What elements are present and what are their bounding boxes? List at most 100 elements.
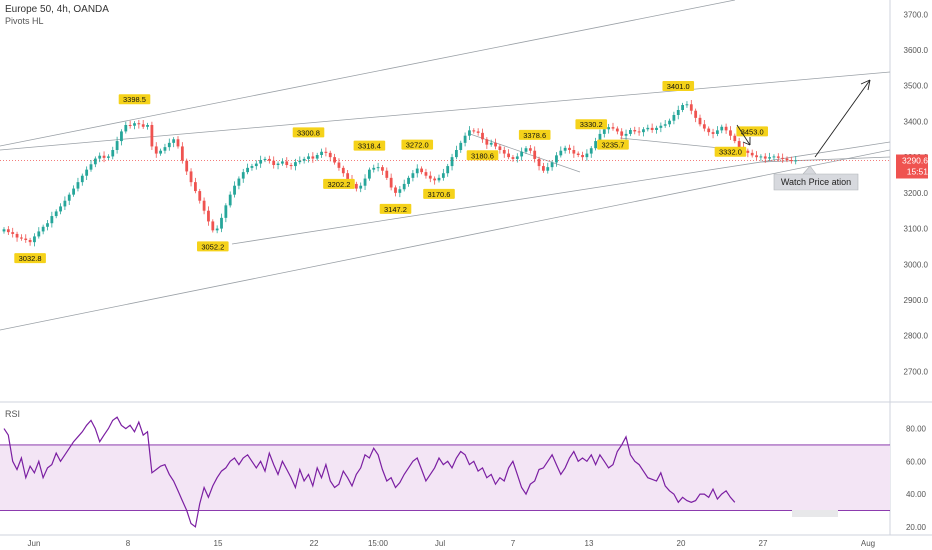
candle-body [354,183,358,189]
candle-body [402,183,406,190]
callout-text: Watch Price ation [781,177,851,187]
candle [363,174,367,190]
candle [515,153,519,163]
candle [724,123,728,134]
pivot-label-bg [423,188,455,199]
rsi-band [0,444,890,511]
candle [2,227,6,234]
pivot-label-bg [197,241,229,252]
candle-body [533,150,537,159]
candle-body [411,173,415,178]
candle [415,164,419,178]
candle-body [272,160,276,165]
candle [698,114,702,127]
price-tick-label: 2900.0 [904,296,929,305]
candle [716,126,719,137]
candle-body [568,147,571,150]
candle-body [550,162,554,168]
candle [385,167,389,180]
candle-body [50,216,54,224]
candle [315,152,319,161]
candle [789,156,793,164]
candle-body [46,223,49,227]
candle [176,136,180,149]
candle-body [576,153,580,155]
price-tick-label: 3400.0 [904,117,929,126]
candle-body [233,185,236,195]
pivot-label-text: 3318.4 [358,142,381,151]
candle-body [711,132,715,134]
candle-body [707,128,711,133]
candle [594,137,597,151]
candle-body [746,150,750,153]
pivot-label-text: 3272.0 [406,141,429,150]
candle-body [67,194,71,201]
pivot-label-bg [736,126,768,137]
candle-body [655,127,658,130]
candle [250,163,254,171]
candle [768,152,771,161]
candle-body [385,170,389,178]
candle [398,186,402,198]
candle [381,165,384,175]
candle-body [737,141,741,148]
pivot-label: 3453.0 [736,126,768,137]
candle [668,118,671,128]
candle-body [733,135,737,142]
pivot-label-bg [323,178,355,189]
candle [172,137,176,148]
candle-body [85,169,89,176]
current-price-value: 3290.6 [902,156,928,166]
candle-body [498,146,502,150]
candle [498,144,502,154]
price-tag-bg [896,154,928,179]
candle-body [276,163,280,165]
candle-body [559,150,563,156]
pivot-label-bg [118,94,151,105]
candle [472,128,476,134]
candle [555,152,558,167]
candle-body [633,130,637,132]
candle-body [763,156,767,159]
pivot-label-text: 3147.2 [384,205,407,214]
candle [563,145,567,154]
candle [311,152,315,163]
candle [437,174,441,183]
rsi-line [3,416,736,528]
candle [263,156,267,163]
candle-body [124,125,128,132]
candle-body [294,162,297,167]
time-axis[interactable]: Jun 8 15 22 15:00 Jul 7 13 20 27 Aug [28,539,876,548]
price-axis[interactable]: 3700.03600.03500.03400.03300.03200.03100… [896,10,929,376]
candle [220,213,223,233]
candle-body [689,104,693,111]
pivot-label-bg [518,129,551,140]
candle-body [128,125,132,126]
candle [80,173,84,186]
candle-body [28,240,32,243]
candle [459,140,463,153]
candle [629,127,632,137]
candle [581,151,584,160]
candle-body [407,177,410,184]
candle [524,146,528,154]
candle-body [602,129,606,134]
candle-body [337,162,341,168]
candle-body [289,165,293,167]
pivot-label: 3032.8 [14,253,46,264]
candle [455,145,458,160]
candle-body [598,133,602,142]
price-tick-label: 3500.0 [904,82,929,91]
rsi-axis[interactable]: 80.00 60.00 40.00 20.00 [906,425,927,532]
candle [763,153,767,163]
candle-body [507,153,510,158]
watch-callout[interactable]: Watch Price ation [773,165,859,191]
candle-body [6,229,10,233]
candle [189,168,193,187]
candle-body [281,161,284,164]
candle-body [785,158,789,160]
candle-body [111,150,115,157]
candle [46,220,49,231]
candle [267,155,271,164]
